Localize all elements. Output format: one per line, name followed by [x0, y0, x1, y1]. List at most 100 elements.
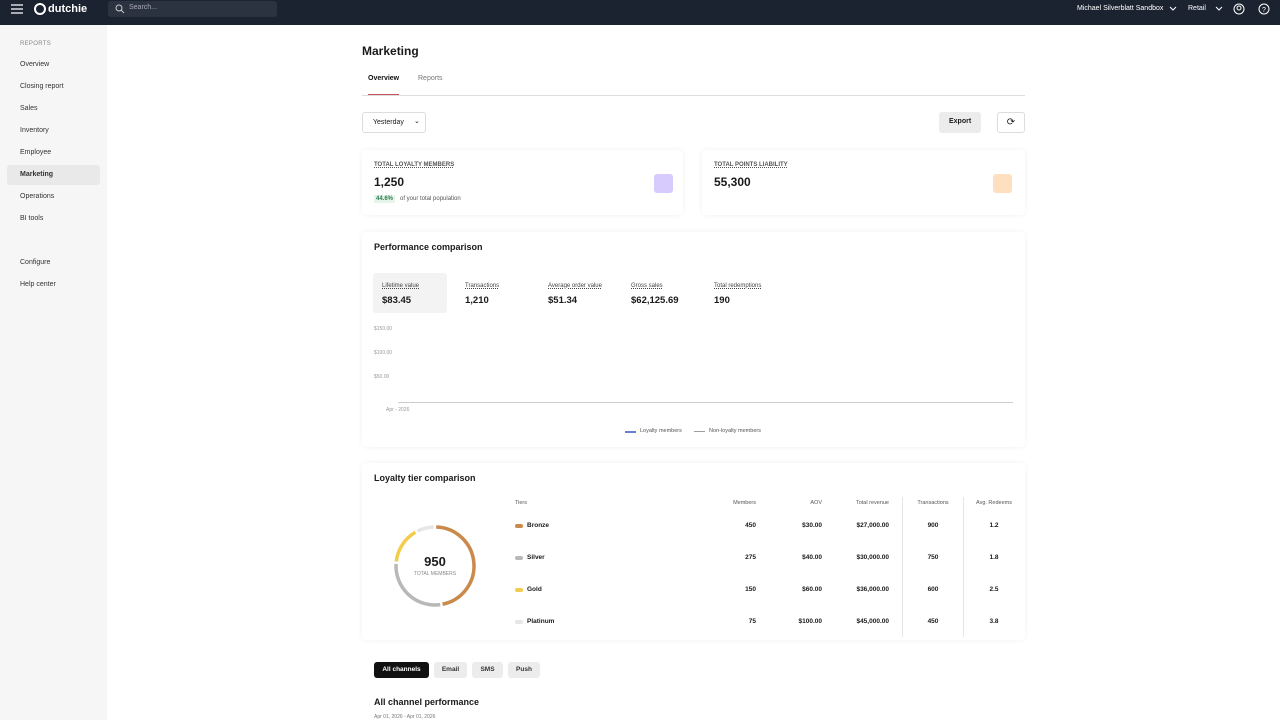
metric-active-bg [373, 273, 447, 313]
tier-swatch [515, 588, 523, 592]
column-divider [902, 497, 903, 637]
table-cell: 450 [745, 522, 756, 529]
table-cell: 1.8 [989, 554, 999, 561]
channel-tab[interactable]: All channels [374, 662, 429, 678]
sidebar: REPORTS Overview Closing report Sales Invent… [0, 25, 107, 720]
nav-item[interactable]: Inventory [20, 127, 49, 134]
tiers-panel: Loyalty tier comparison 950 TOTAL MEMBERS T… [362, 463, 1025, 640]
y-tick-label: $100.00 [374, 350, 393, 356]
date-range: Apr 01, 2026 - Apr 01, 2026 [374, 714, 436, 720]
table-cell: $60.00 [802, 586, 822, 593]
nav-item[interactable]: Configure [20, 259, 51, 266]
stat-pct: 44.6% [374, 195, 396, 203]
stat-label: TOTAL LOYALTY MEMBERS [374, 162, 455, 168]
stat-card: TOTAL POINTS LIABILITY 55,300 [702, 150, 1025, 215]
channel-tab[interactable]: Push [508, 662, 540, 678]
date-filter[interactable]: Yesterday ⌄ [362, 112, 426, 133]
tab[interactable]: Reports [418, 75, 443, 82]
tier-name: Gold [527, 586, 542, 593]
tier-name: Bronze [527, 522, 550, 529]
donut-segment [394, 563, 441, 607]
table-cell: 1.2 [989, 522, 999, 529]
donut-label: TOTAL MEMBERS [413, 571, 457, 577]
logo-icon [34, 3, 46, 15]
brand[interactable]: dutchie [48, 3, 88, 15]
nav-item[interactable]: Help center [20, 281, 56, 288]
nav-item[interactable]: Operations [20, 193, 55, 200]
x-tick-label: Apr - 2026 [386, 407, 410, 413]
metric-value[interactable]: 190 [714, 295, 730, 306]
table-cell: 900 [927, 522, 939, 529]
nav-item[interactable]: Marketing [20, 171, 54, 178]
column-divider [963, 497, 964, 637]
chevron: ⌄ [414, 118, 420, 125]
table-cell: 75 [748, 618, 756, 625]
stat-label: TOTAL POINTS LIABILITY [714, 162, 788, 168]
donut [394, 525, 476, 607]
stat-value: 55,300 [714, 175, 751, 189]
date-filter-label: Yesterday [373, 119, 404, 126]
tab-underline [368, 94, 399, 96]
metric-label[interactable]: Total redemptions [714, 283, 762, 289]
donut-segment [436, 525, 476, 606]
tier-name: Silver [527, 554, 545, 561]
export-button[interactable]: Export [939, 112, 981, 133]
table-cell: 2.5 [989, 586, 999, 593]
metric-value[interactable]: $51.34 [548, 295, 578, 306]
metric-label[interactable]: Average order value [548, 283, 602, 289]
nav-item[interactable]: Sales [20, 105, 38, 112]
stat-icon [654, 174, 673, 193]
metric-value[interactable]: 1,210 [465, 295, 489, 306]
table-cell: 600 [927, 586, 939, 593]
nav-item[interactable]: BI tools [20, 215, 44, 222]
page-title: Marketing [362, 44, 419, 58]
y-tick-label: $50.00 [374, 374, 390, 380]
table-cell: 450 [927, 618, 939, 625]
chart-baseline [398, 402, 1013, 403]
top-bar: dutchie Search... Michael Silverblatt Sa… [0, 0, 1280, 25]
metric-label[interactable]: Lifetime value [382, 283, 420, 289]
column-header: Total revenue [855, 500, 889, 506]
y-tick-label: $150.00 [374, 326, 393, 332]
search-box[interactable]: Search... [108, 1, 277, 17]
column-header: Transactions [917, 500, 949, 506]
location-select[interactable]: Michael Silverblatt Sandbox [1077, 5, 1164, 12]
nav-item[interactable]: Closing report [20, 83, 64, 90]
metric-value[interactable]: $83.45 [382, 295, 412, 306]
tier-swatch [515, 556, 523, 560]
table-cell: 750 [927, 554, 939, 561]
stat-icon [993, 174, 1012, 193]
column-header: Avg. Redeems [976, 500, 1012, 506]
table-cell: 150 [745, 586, 756, 593]
stat-value: 1,250 [374, 175, 405, 189]
metric-label[interactable]: Transactions [465, 283, 500, 289]
donut-total: 950 [424, 554, 446, 569]
user-icon[interactable] [1233, 3, 1245, 15]
help-icon[interactable]: ? [1258, 3, 1270, 15]
legend-label: Loyalty members [640, 428, 682, 434]
refresh-button[interactable]: ⟳ [997, 112, 1025, 133]
table-cell: $100.00 [798, 618, 823, 625]
svg-text:?: ? [1262, 7, 1266, 14]
donut-segment [416, 525, 434, 533]
channel-tab[interactable]: Email [434, 662, 467, 678]
nav-item[interactable]: Overview [20, 61, 50, 68]
table-cell: $27,000.00 [856, 522, 889, 529]
metric-value[interactable]: $62,125.69 [631, 295, 679, 306]
mode-select[interactable]: Retail [1188, 5, 1206, 12]
chevron [1169, 6, 1177, 11]
table-cell: $45,000.00 [856, 618, 889, 625]
search-placeholder: Search... [129, 4, 158, 11]
metric-label[interactable]: Gross sales [631, 283, 663, 289]
table-cell: 3.8 [989, 618, 999, 625]
nav-active-bg [7, 165, 100, 185]
legend-swatch [694, 431, 705, 432]
menu-icon[interactable] [11, 4, 23, 14]
table-cell: $30,000.00 [856, 554, 889, 561]
nav-item[interactable]: Employee [20, 149, 52, 156]
channel-tab[interactable]: SMS [472, 662, 503, 678]
tier-name: Platinum [527, 618, 555, 625]
tab[interactable]: Overview [368, 75, 400, 82]
section-title: Loyalty tier comparison [374, 473, 476, 483]
